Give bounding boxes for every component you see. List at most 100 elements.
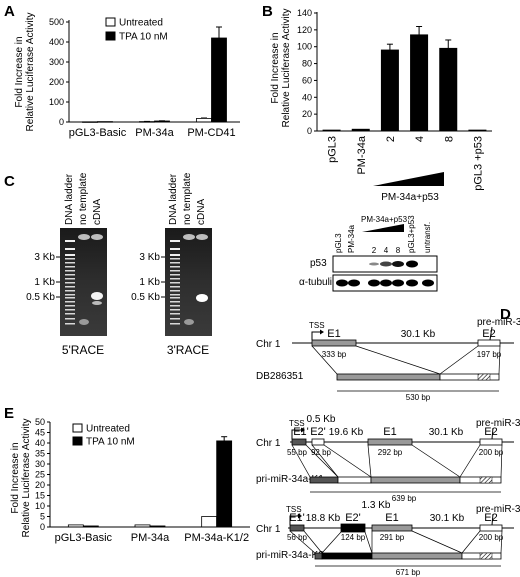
- b-ytick-label: 120: [297, 25, 312, 35]
- map1-pre: pre-miR-34a: [477, 317, 520, 328]
- map3-gap2: 1.3 Kb: [362, 500, 391, 511]
- ladder-band: [170, 313, 180, 315]
- ladder-band: [65, 262, 75, 264]
- legend-text-untreated-a: Untreated: [119, 18, 163, 29]
- wb-group-label: PM-34a+p53: [361, 215, 408, 224]
- xlabel-a: pGL3-Basic: [69, 127, 127, 139]
- e-ytick-label: 20: [35, 480, 45, 490]
- map2-total: 639 bp: [392, 494, 417, 503]
- map2-e1: E1: [383, 426, 396, 438]
- map2-size-e1: 292 bp: [378, 448, 403, 457]
- wb-lane-untransf: untransf.: [423, 222, 432, 253]
- e-ytick-label: 10: [35, 501, 45, 511]
- a-ytick-label: 300: [49, 57, 64, 67]
- wb-lane-pgl3: pGL3: [334, 233, 343, 253]
- xlabel-e: PM-34a-K1/2: [184, 532, 249, 544]
- panel-label-c: C: [4, 173, 15, 190]
- ladder-band: [170, 274, 180, 276]
- gel1-caption: 5'RACE: [62, 343, 104, 357]
- ladder-band: [65, 278, 75, 280]
- map1-gap: 30.1 Kb: [401, 329, 436, 340]
- xlabel-a: PM-34a: [135, 127, 174, 139]
- bar-a-2-0: [196, 118, 212, 123]
- map2-tss: TSS: [289, 419, 305, 428]
- map2-e1p: E1': [293, 426, 309, 438]
- map3-gap3: 30.1 Kb: [430, 513, 465, 524]
- ladder-band: [170, 294, 180, 296]
- wb-lane-8: 8: [396, 246, 401, 255]
- ladder-band: [170, 262, 180, 264]
- map3-tss: TSS: [286, 505, 302, 514]
- gel2-lane-ladder: DNA ladder: [168, 173, 179, 225]
- b-ytick-label: 100: [297, 42, 312, 52]
- map3-chr: Chr 1: [256, 524, 281, 535]
- ladder-band: [170, 286, 180, 288]
- map1-size-e2: 197 bp: [477, 350, 502, 359]
- map2-size-e2: 200 bp: [479, 448, 504, 457]
- map3-total: 671 bp: [396, 568, 421, 577]
- map1-tss: TSS: [309, 321, 325, 330]
- ladder-band: [65, 254, 75, 256]
- ladder-band: [65, 266, 75, 268]
- x-labels-a: pGL3-Basic PM-34a PM-CD41: [69, 127, 236, 139]
- ladder-band: [170, 278, 180, 280]
- map1-transcript: DB286351: [256, 371, 304, 382]
- ladder-band: [65, 323, 75, 325]
- ladder-band: [65, 240, 75, 242]
- map3-e2: E2: [484, 512, 497, 524]
- ladder-band: [65, 270, 75, 272]
- panel-a: A Fold Increase in Relative Luciferase A…: [4, 3, 240, 139]
- wb-lane-4: 4: [384, 246, 389, 255]
- xlabel-b: 8: [443, 136, 455, 142]
- map2-size-e2p: 92 bp: [311, 448, 332, 457]
- gel2-marker-05kb: 0.5 Kb: [131, 292, 160, 303]
- gel2-caption: 3'RACE: [167, 343, 209, 357]
- wb-p53-bands: [369, 260, 418, 268]
- panel-label-d: D: [500, 306, 511, 323]
- ladder-band: [65, 318, 75, 320]
- ladder-band: [65, 248, 75, 250]
- gel1-lane-notemplate: no template: [78, 172, 89, 225]
- map3-e2p: E2': [345, 512, 361, 524]
- ladder-band: [170, 305, 180, 307]
- panel-label-a: A: [4, 3, 15, 20]
- b-ytick-label: 140: [297, 8, 312, 18]
- ladder-band: [65, 297, 75, 299]
- ladder-band: [170, 266, 180, 268]
- map2-size-e1p: 55 bp: [287, 448, 308, 457]
- gel2-lane-notemplate: no template: [182, 172, 193, 225]
- wb-row-p53: p53: [310, 258, 327, 269]
- bars-e: [67, 436, 233, 528]
- e-ytick-label: 15: [35, 491, 45, 501]
- ylabel-e-line2: Relative Luciferase Activity: [21, 419, 32, 538]
- ladder-band: [170, 240, 180, 242]
- gel2-marker-3kb: 3 Kb: [139, 252, 160, 263]
- ylabel-b-line1: Fold Increase in: [270, 32, 281, 103]
- x-labels-e: pGL3-Basic PM-34a PM-34a-K1/2: [55, 532, 249, 544]
- gel2-lane-cdna: cDNA: [196, 199, 207, 225]
- ladder-band: [170, 309, 180, 311]
- wb-row-tubulin: α-tubulin: [299, 277, 338, 288]
- e-ytick-label: 50: [35, 417, 45, 427]
- ylabel-a-line2: Relative Luciferase Activity: [25, 13, 36, 132]
- legend-text-tpa-e: TPA 10 nM: [86, 437, 135, 448]
- gel1-lane-ladder: DNA ladder: [64, 173, 75, 225]
- map2-e2: E2: [484, 426, 497, 438]
- xlabel-a: PM-CD41: [187, 127, 235, 139]
- ladder-band: [65, 290, 75, 292]
- legend-swatch-untreated-a: [105, 17, 116, 27]
- panel-b: B Fold Increase in Relative Luciferase A…: [262, 3, 492, 203]
- legend-text-tpa-a: TPA 10 nM: [119, 32, 168, 43]
- map2-transcript: pri-miR-34a-K1: [256, 474, 324, 485]
- b-ytick-label: 60: [302, 75, 312, 85]
- e-ytick-label: 0: [40, 522, 45, 532]
- wb-lane-pgl3p53: pGL3+p53: [407, 215, 416, 253]
- a-ytick-label: 500: [49, 17, 64, 27]
- ladder-band: [65, 274, 75, 276]
- bar-b-4: [439, 47, 458, 132]
- xlabel-b: pGL3: [327, 136, 339, 163]
- ladder-band: [65, 313, 75, 315]
- ladder-band: [65, 305, 75, 307]
- map1-total: 530 bp: [406, 393, 431, 402]
